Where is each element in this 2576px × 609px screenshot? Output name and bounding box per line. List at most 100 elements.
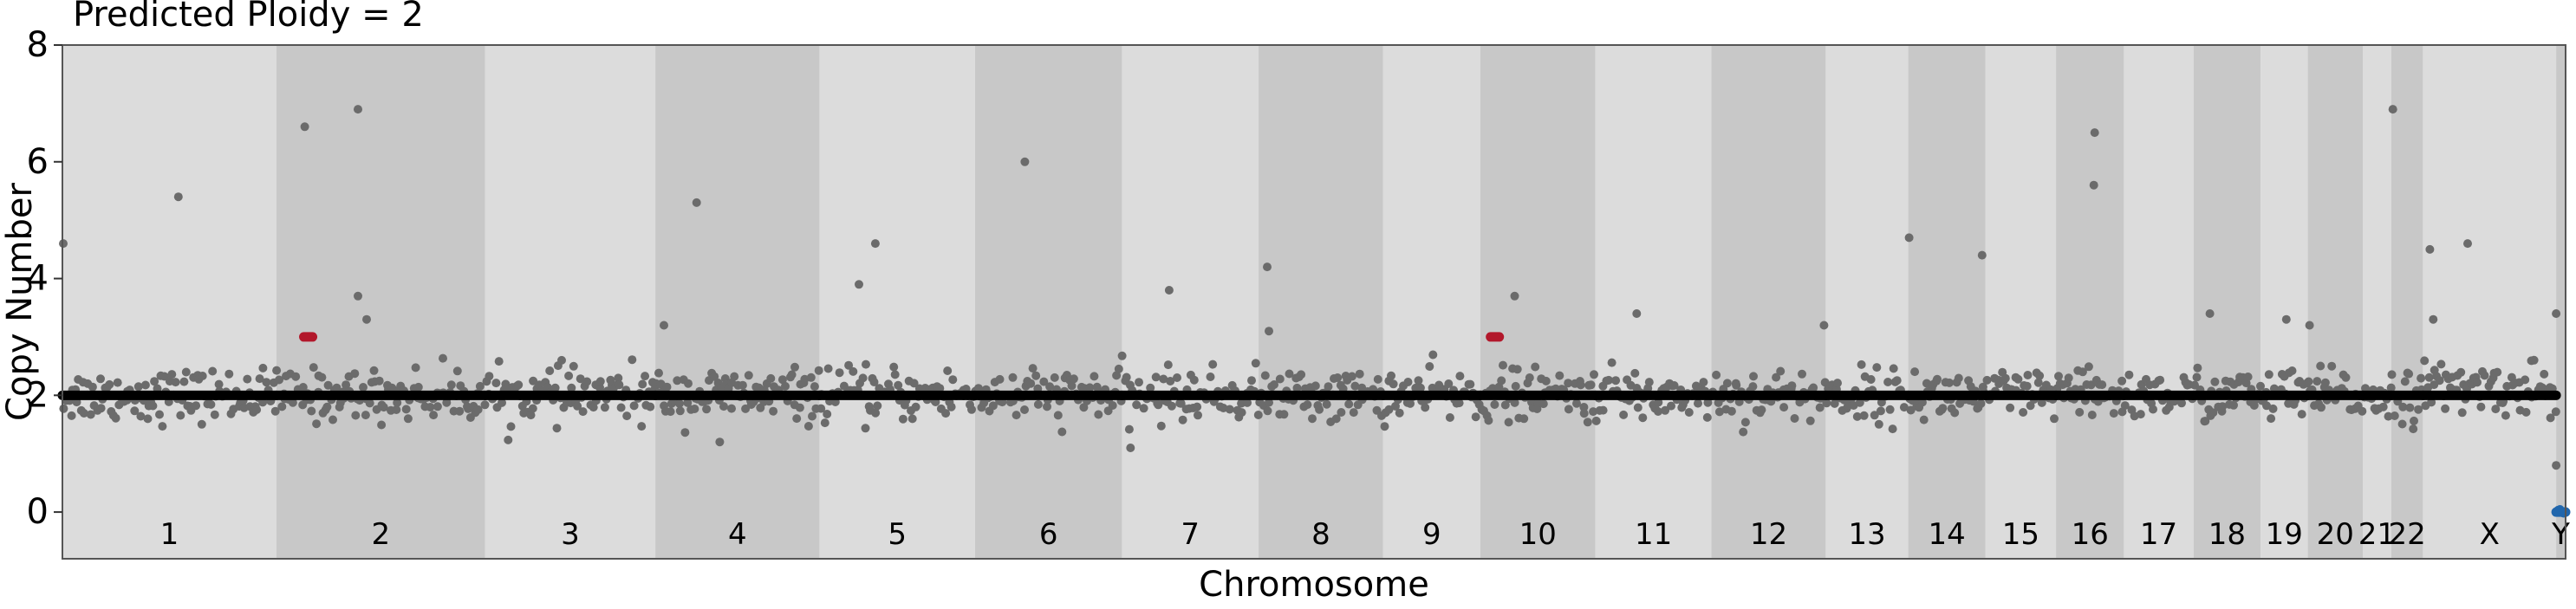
outlier-point	[715, 437, 725, 447]
bin-point	[589, 403, 598, 412]
outlier-point	[2552, 309, 2561, 318]
bin-point	[1090, 372, 1099, 381]
bin-point	[2473, 378, 2482, 387]
bin-point	[1779, 403, 1789, 412]
bin-point	[498, 398, 506, 407]
bin-point	[2551, 407, 2560, 417]
bin-point	[674, 398, 684, 408]
bin-point	[816, 404, 826, 413]
bin-point	[557, 355, 566, 365]
bin-point	[988, 401, 998, 411]
chromosome-label: 20	[2317, 517, 2354, 552]
bin-point	[730, 372, 739, 381]
bin-point	[1982, 375, 1992, 385]
chromosome-label: 5	[888, 517, 907, 552]
bin-point	[1020, 405, 1029, 414]
bin-point	[690, 405, 699, 413]
bin-point	[1699, 378, 1708, 387]
outlier-point	[354, 291, 362, 301]
bin-point	[552, 424, 562, 433]
bin-point	[1043, 402, 1051, 411]
bin-point	[803, 422, 813, 431]
bin-point	[426, 403, 435, 411]
bin-point	[148, 401, 158, 411]
bin-point	[654, 368, 663, 378]
bin-point	[1085, 383, 1095, 392]
bin-point	[1933, 374, 1942, 384]
bin-point	[2410, 416, 2418, 425]
bin-point	[243, 374, 252, 384]
bin-point	[1421, 403, 1430, 412]
chromosome-band-17	[2124, 45, 2194, 559]
bin-point	[1132, 400, 1142, 410]
bin-point	[2320, 378, 2330, 387]
chromosome-band-2	[276, 45, 485, 559]
chromosome-label: 4	[728, 517, 747, 552]
bin-point	[1950, 408, 1960, 418]
bin-point	[2208, 408, 2218, 418]
bin-point	[1661, 405, 1670, 415]
bin-point	[781, 381, 790, 391]
bin-point	[2084, 362, 2093, 372]
chromosome-label: 8	[1311, 517, 1330, 552]
bin-point	[1859, 411, 1869, 420]
bin-point	[1380, 422, 1389, 431]
bin-point	[1350, 381, 1360, 391]
bin-point	[1484, 416, 1493, 425]
bin-point	[446, 380, 456, 390]
outlier-point	[300, 122, 309, 132]
bin-point	[2229, 400, 2238, 410]
bin-point	[439, 353, 447, 363]
outlier-point	[855, 280, 863, 289]
bin-point	[2192, 373, 2202, 382]
bin-point	[2268, 404, 2278, 413]
bin-point	[2078, 367, 2087, 377]
bin-point	[2054, 372, 2063, 381]
chromosome-band-6	[974, 45, 1122, 559]
chromosome-band-3	[485, 45, 656, 559]
bin-point	[683, 398, 693, 407]
bin-point	[1391, 401, 1400, 411]
bin-point	[2404, 369, 2414, 379]
outlier-point	[1265, 327, 1273, 336]
bin-point	[2316, 361, 2326, 371]
bin-point	[1208, 360, 1218, 369]
outlier-point	[2388, 105, 2397, 114]
bin-point	[206, 399, 216, 409]
bin-point	[1757, 405, 1766, 415]
bin-point	[1586, 380, 1596, 390]
bin-point	[506, 422, 516, 431]
bin-point	[2480, 371, 2489, 380]
bin-point	[96, 374, 105, 384]
bin-point	[564, 371, 574, 380]
bin-point	[258, 363, 268, 373]
bin-point	[1112, 371, 1122, 380]
bin-point	[1265, 398, 1273, 407]
bin-point	[1039, 377, 1049, 386]
bin-point	[1564, 405, 1573, 414]
bin-point	[1067, 381, 1077, 391]
bin-point	[1604, 375, 1613, 385]
bin-point	[1892, 376, 1902, 385]
bin-point	[491, 379, 501, 388]
bin-point	[890, 370, 900, 379]
outlier-point	[1632, 309, 1642, 318]
bin-point	[2417, 373, 2426, 383]
bin-point	[1555, 371, 1564, 380]
bin-point	[317, 373, 327, 382]
bin-point	[2136, 410, 2145, 419]
bin-point	[1511, 381, 1520, 391]
chromosome-label: 9	[1422, 517, 1441, 552]
outlier-point	[692, 198, 701, 207]
bin-point	[1579, 409, 1589, 418]
bin-point	[1139, 404, 1148, 413]
bin-point	[210, 410, 219, 419]
bin-point	[1684, 408, 1694, 417]
chromosome-band-15	[1985, 45, 2057, 559]
bin-point	[262, 378, 271, 387]
bin-point	[1512, 365, 1522, 374]
bin-point	[2386, 383, 2396, 392]
bin-point	[666, 407, 675, 417]
bin-point	[1389, 379, 1398, 389]
bin-point	[2037, 398, 2046, 407]
